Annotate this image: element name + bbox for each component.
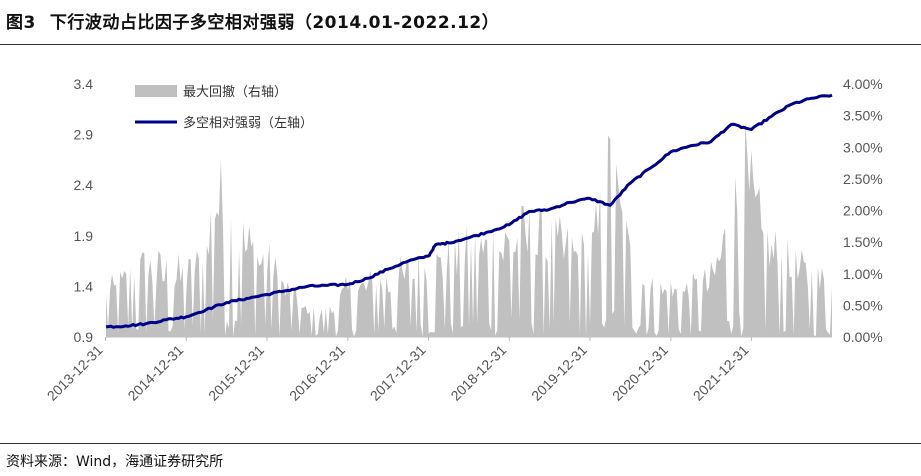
left-axis-tick-label: 2.4 — [74, 177, 94, 193]
left-axis-tick-label: 1.4 — [74, 278, 94, 294]
x-axis-tick-label: 2020-12-31 — [609, 342, 671, 404]
left-axis-tick-label: 2.9 — [74, 127, 94, 143]
bottom-rule — [0, 443, 921, 444]
legend-area-swatch — [135, 85, 177, 97]
x-axis-tick-label: 2014-12-31 — [124, 342, 186, 404]
right-axis-tick-label: 1.50% — [843, 234, 883, 250]
x-axis-tick-label: 2018-12-31 — [447, 342, 509, 404]
legend-line-label: 多空相对强弱（左轴） — [183, 115, 313, 131]
right-axis-tick-label: 2.50% — [843, 171, 883, 187]
left-axis-tick-label: 0.9 — [74, 329, 94, 345]
right-axis-tick-label: 0.50% — [843, 297, 883, 313]
right-axis-tick-label: 3.00% — [843, 139, 883, 155]
figure-number: 图3 — [6, 13, 36, 33]
left-axis-tick-label: 3.4 — [74, 76, 94, 92]
drawdown-area — [106, 121, 832, 337]
relative-strength-line — [105, 93, 833, 329]
top-rule — [0, 44, 921, 45]
right-axis-tick-label: 2.00% — [843, 203, 883, 219]
x-axis-tick-label: 2021-12-31 — [690, 342, 752, 404]
right-axis-tick-label: 4.00% — [843, 76, 883, 92]
figure-title-text: 下行波动占比因子多空相对强弱（2014.01-2022.12） — [49, 13, 500, 33]
x-axis-tick-label: 2017-12-31 — [367, 342, 429, 404]
legend-area-label: 最大回撤（右轴） — [183, 84, 287, 100]
x-axis-tick-label: 2015-12-31 — [205, 342, 267, 404]
right-axis-tick-label: 3.50% — [843, 108, 883, 124]
x-axis-tick-label: 2013-12-31 — [44, 342, 106, 404]
drawdown-area-layer — [106, 121, 832, 337]
left-axis-tick-label: 1.9 — [74, 228, 94, 244]
x-axis-tick-label: 2016-12-31 — [286, 342, 348, 404]
right-axis-tick-label: 1.00% — [843, 266, 883, 282]
right-axis-tick-label: 0.00% — [843, 329, 883, 345]
x-axis-tick-label: 2019-12-31 — [528, 342, 590, 404]
source-note: 资料来源：Wind，海通证券研究所 — [6, 454, 224, 470]
legend: 最大回撤（右轴） 多空相对强弱（左轴） — [135, 84, 313, 131]
chart-canvas: 0.9 1.4 1.9 2.4 2.9 3.4 0.00% 0.50% 1.00% 1.50% 2.… — [44, 76, 883, 404]
chart-title: 图3 下行波动占比因子多空相对强弱（2014.01-2022.12） — [6, 8, 499, 33]
relative-strength-line-layer — [105, 93, 833, 329]
